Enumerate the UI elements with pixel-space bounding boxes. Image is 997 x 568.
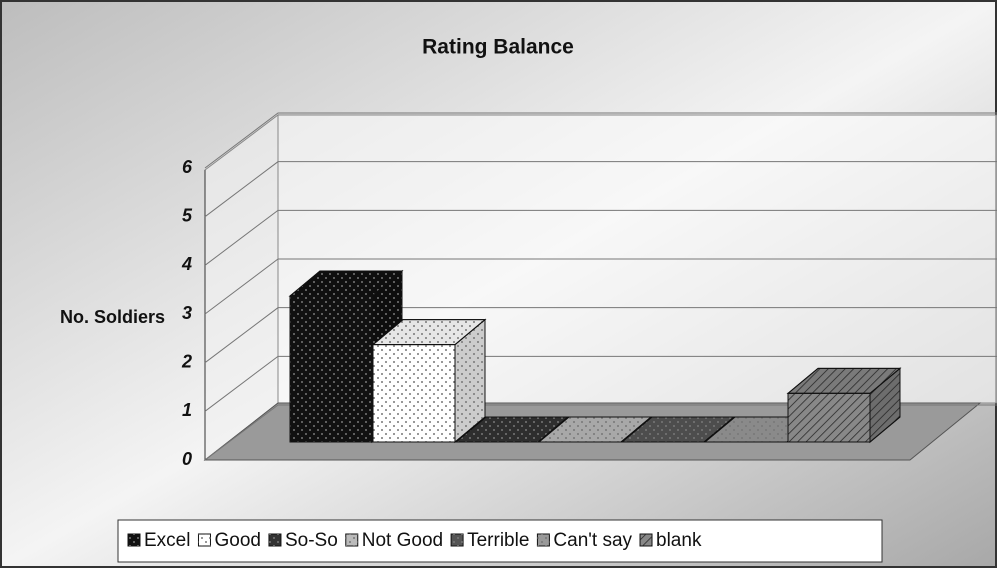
grid-line bbox=[204, 209, 997, 266]
legend-swatch-pattern bbox=[198, 534, 211, 546]
bar bbox=[620, 416, 736, 443]
grid-line bbox=[204, 112, 997, 169]
legend-label: Can't say bbox=[553, 530, 632, 551]
y-tick-label: 4 bbox=[181, 254, 192, 274]
grid-line bbox=[204, 355, 997, 412]
bar bbox=[371, 318, 487, 444]
bar bbox=[786, 367, 902, 444]
y-tick-label: 5 bbox=[182, 205, 193, 225]
chart-title: Rating Balance bbox=[422, 36, 574, 59]
grid-line bbox=[204, 404, 997, 461]
legend bbox=[117, 519, 883, 563]
legend-swatch-pattern bbox=[345, 534, 358, 546]
legend-swatch-pattern bbox=[537, 534, 550, 546]
y-tick-label: 6 bbox=[182, 157, 193, 177]
legend-label: Good bbox=[214, 530, 260, 551]
y-tick-label: 0 bbox=[182, 449, 192, 469]
side-wall bbox=[204, 113, 279, 462]
legend-label: blank bbox=[656, 530, 702, 551]
y-tick-label: 3 bbox=[182, 303, 192, 323]
legend-label: So-So bbox=[285, 530, 338, 551]
legend-label: Terrible bbox=[467, 530, 529, 551]
bar bbox=[454, 416, 570, 443]
grid-line bbox=[204, 258, 997, 315]
y-axis-label: No. Soldiers bbox=[60, 307, 165, 327]
grid-line bbox=[204, 161, 997, 218]
y-tick-label: 2 bbox=[181, 351, 192, 371]
legend-swatch-pattern bbox=[128, 534, 140, 546]
legend-swatch-pattern bbox=[640, 534, 653, 546]
y-tick-label: 1 bbox=[182, 400, 192, 420]
legend-label: Excel bbox=[144, 530, 190, 551]
legend-swatch-pattern bbox=[451, 534, 464, 546]
legend-swatch-pattern bbox=[268, 534, 281, 546]
legend-label: Not Good bbox=[362, 530, 443, 551]
grid-line bbox=[204, 307, 997, 364]
bar bbox=[537, 416, 653, 443]
